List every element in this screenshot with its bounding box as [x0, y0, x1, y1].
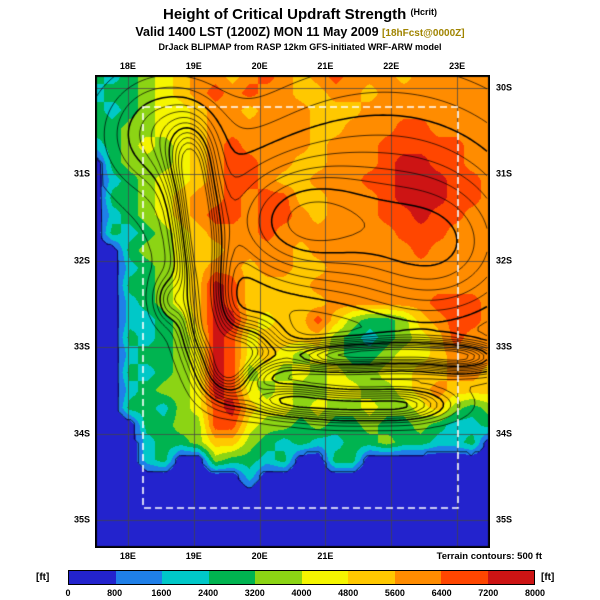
colorbar-unit-right: [ft] [541, 572, 555, 583]
x-tick-label-bottom: 21E [317, 551, 334, 561]
colorbar-tick-label: 5600 [384, 588, 405, 598]
colorbar-segment [115, 571, 162, 584]
x-tick-label-top: 21E [317, 61, 334, 71]
y-tick-label-left: 35S [73, 514, 90, 525]
colorbar-segment [301, 571, 348, 584]
colorbar-tick-label: 3200 [244, 588, 265, 598]
y-tick-label-right: 32S [496, 255, 513, 266]
x-tick-label-top: 22E [383, 61, 400, 71]
y-tick-label-right: 35S [496, 514, 513, 525]
colorbar-tick-label: 8000 [524, 588, 546, 598]
colorbar [68, 570, 535, 585]
y-tick-label-right: 30S [496, 82, 513, 93]
x-tick-label-top: 19E [185, 61, 202, 71]
colorbar-tick-label: 1600 [151, 588, 172, 598]
colorbar-tick-label: 2400 [198, 588, 219, 598]
x-tick-label-top: 20E [251, 61, 268, 71]
y-tick-label-left: 31S [73, 168, 90, 179]
colorbar-segment [208, 571, 255, 584]
valid-time-line: Valid 1400 LST (1200Z) MON 11 May 2009 [… [0, 25, 600, 39]
valid-time-text: Valid 1400 LST (1200Z) MON 11 May 2009 [135, 25, 379, 39]
x-tick-label-bottom: 18E [119, 551, 136, 561]
colorbar-segment [162, 571, 209, 584]
hcrit-map-canvas [95, 75, 490, 548]
y-tick-label-left: 32S [73, 255, 90, 266]
x-tick-label-top: 23E [449, 61, 466, 71]
x-tick-label-bottom: 20E [251, 551, 268, 561]
colorbar-segment [69, 571, 116, 584]
colorbar-tick-label: 4000 [291, 588, 312, 598]
plot-title: Height of Critical Updraft Strength (Hcr… [0, 6, 600, 23]
forecast-tag: [18hFcst@0000Z] [382, 28, 465, 39]
y-tick-label-left: 34S [73, 428, 90, 439]
y-tick-label-right: 33S [496, 341, 513, 352]
y-tick-label-right: 34S [496, 428, 513, 439]
colorbar-tick-label: 800 [107, 588, 123, 598]
x-tick-label-bottom: 19E [185, 551, 202, 561]
x-tick-label-top: 18E [119, 61, 136, 71]
colorbar-segment [487, 571, 534, 584]
y-tick-label-left: 33S [73, 341, 90, 352]
colorbar-segment [348, 571, 395, 584]
plot-title-main: Height of Critical Updraft Strength [162, 6, 407, 23]
y-tick-label-right: 31S [496, 168, 513, 179]
colorbar-segment [441, 571, 488, 584]
colorbar-segment [255, 571, 302, 584]
colorbar-tick-label: 4800 [338, 588, 359, 598]
colorbar-tick-label: 7200 [478, 588, 499, 598]
colorbar-unit-left: [ft] [36, 572, 50, 583]
terrain-contours-note: Terrain contours: 500 ft [436, 551, 542, 562]
model-info-line: DrJack BLIPMAP from RASP 12km GFS-initia… [158, 42, 442, 52]
colorbar-tick-label: 0 [65, 588, 71, 598]
plot-title-tag: (Hcrit) [410, 7, 438, 17]
colorbar-segment [394, 571, 441, 584]
colorbar-tick-label: 6400 [431, 588, 452, 598]
